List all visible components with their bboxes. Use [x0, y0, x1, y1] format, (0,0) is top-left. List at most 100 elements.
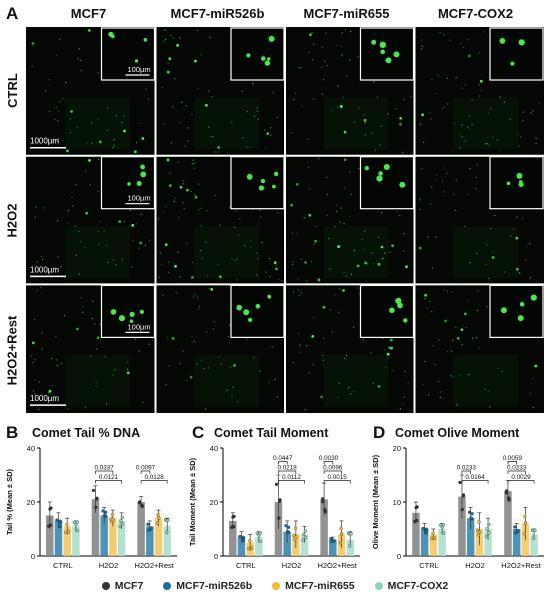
comet-spot: [61, 362, 63, 364]
data-point: [110, 512, 115, 517]
comet-spot: [300, 258, 303, 260]
comet-spot: [484, 388, 486, 391]
comet-spot: [179, 276, 181, 278]
comet-spot: [320, 395, 323, 399]
chart-tail-moment: 0 20 40 Tail Moment (Mean ± SD) CTRL H2O2 H2O2…: [188, 444, 360, 570]
data-point: [484, 534, 489, 539]
comet-spot: [312, 98, 315, 100]
comet-spot: [36, 261, 39, 263]
comet-spot: [194, 195, 198, 199]
comet-spot: [343, 272, 345, 274]
comet-spot: [339, 221, 341, 223]
comet-spot: [233, 364, 236, 367]
inset-comet: [378, 171, 383, 176]
comet-spot: [455, 209, 457, 212]
bar: [438, 529, 446, 556]
comet-spot: [338, 311, 340, 314]
comet-spot: [424, 298, 426, 300]
legend-dot-mir526b: [163, 582, 172, 590]
comet-spot: [62, 98, 64, 100]
comet-spot: [105, 403, 108, 405]
comet-spot: [233, 259, 235, 261]
comet-spot: [183, 108, 185, 110]
comet-spot: [538, 102, 540, 104]
column-header-mir526b: MCF7-miR526b: [170, 6, 265, 21]
comet-spot: [518, 145, 520, 147]
comet-spot: [177, 161, 179, 163]
comet-spot: [321, 93, 323, 95]
data-point: [415, 518, 419, 523]
bar: [237, 537, 246, 556]
inset-comet: [385, 57, 392, 64]
comet-spot: [421, 45, 423, 47]
comet-spot: [166, 158, 170, 162]
comet-spot: [227, 335, 229, 338]
comet-spot: [168, 365, 170, 367]
comet-spot: [307, 138, 309, 140]
comet-spot: [366, 263, 369, 265]
comet-spot: [307, 166, 310, 169]
data-point: [147, 528, 151, 532]
comet-spot: [358, 167, 360, 170]
comet-spot: [324, 60, 326, 62]
comet-spot: [343, 223, 345, 225]
comet-spot: [246, 146, 248, 148]
comet-spot: [469, 167, 471, 170]
y-axis-label: Olive Moment (Mean ± SD): [371, 454, 380, 549]
inset-comet: [134, 59, 139, 63]
comet-spot: [90, 122, 93, 124]
comet-spot: [185, 105, 187, 107]
comet-spot: [467, 299, 469, 302]
data-point: [330, 539, 334, 544]
comet-spot: [131, 224, 135, 227]
data-point: [258, 539, 263, 544]
comet-spot: [443, 167, 445, 169]
comet-spot: [170, 34, 172, 37]
comet-spot: [164, 38, 167, 41]
comet-spot: [315, 225, 317, 228]
comet-spot: [516, 216, 518, 218]
comet-spot: [139, 241, 143, 245]
comet-spot: [179, 185, 183, 189]
comet-spot: [96, 336, 100, 340]
inset-comet: [393, 51, 400, 58]
significance-bracket: [507, 470, 526, 474]
y-axis-label: Tail % (Mean ± SD): [5, 468, 14, 535]
bar: [466, 518, 475, 556]
comet-spot: [112, 147, 114, 149]
inset-comet: [272, 184, 276, 189]
comet-spot: [462, 46, 465, 48]
comet-spot: [510, 235, 512, 237]
comet-spot: [326, 193, 329, 195]
inset-comet: [500, 307, 507, 314]
data-point: [349, 532, 353, 536]
comet-spot: [440, 391, 442, 393]
comet-spot: [84, 170, 87, 172]
comet-spot: [446, 77, 448, 80]
comet-spot: [148, 343, 150, 345]
comet-spot: [314, 239, 317, 243]
inset-scale-label: 100µm: [128, 322, 151, 331]
comet-spot: [48, 79, 51, 81]
bar: [512, 529, 521, 556]
comet-spot: [103, 230, 105, 233]
comet-spot: [95, 381, 97, 383]
comet-spot: [59, 101, 61, 103]
significance-bracket: [323, 470, 342, 474]
p-value-label: 0.0112: [282, 474, 301, 481]
comet-spot: [187, 140, 189, 142]
comet-spot: [386, 352, 390, 356]
comet-spot: [364, 261, 367, 265]
data-point: [421, 526, 425, 531]
x-tick-label: H2O2: [465, 561, 485, 570]
comet-spot: [253, 115, 256, 117]
comet-spot: [205, 103, 208, 107]
inset-comet: [264, 60, 271, 66]
comet-spot: [486, 243, 488, 246]
comet-spot: [252, 82, 254, 85]
micrograph-haze: [323, 226, 389, 278]
comet-spot: [522, 119, 524, 122]
comet-spot: [236, 400, 239, 403]
comet-spot: [479, 79, 483, 83]
significance-bracket: [507, 461, 517, 465]
